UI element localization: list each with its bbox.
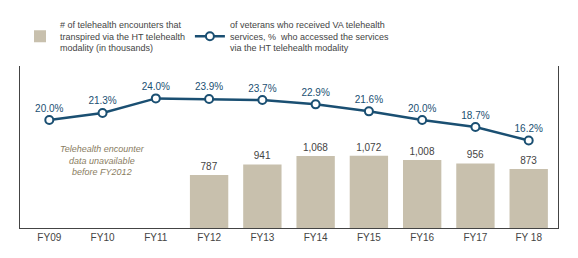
svg-text:956: 956 <box>467 149 484 160</box>
svg-text:FY13: FY13 <box>250 232 274 243</box>
svg-text:873: 873 <box>520 155 537 166</box>
svg-text:23.7%: 23.7% <box>248 83 276 94</box>
svg-text:FY15: FY15 <box>357 232 381 243</box>
svg-text:1,072: 1,072 <box>356 142 381 153</box>
svg-text:FY 18: FY 18 <box>515 232 542 243</box>
svg-text:FY11: FY11 <box>144 232 168 243</box>
svg-text:# of telehealth encounters tha: # of telehealth encounters thattranspire… <box>60 20 185 53</box>
svg-text:Telehealth encounterdata unava: Telehealth encounterdata unavailablebefo… <box>60 144 145 177</box>
svg-text:FY12: FY12 <box>197 232 221 243</box>
svg-text:16.2%: 16.2% <box>515 123 543 134</box>
svg-text:21.6%: 21.6% <box>355 94 383 105</box>
svg-text:941: 941 <box>254 150 271 161</box>
svg-text:1,068: 1,068 <box>303 142 328 153</box>
svg-text:21.3%: 21.3% <box>88 95 116 106</box>
svg-text:of veterans who received VA te: of veterans who received VA telehealthse… <box>230 20 389 53</box>
svg-text:1,008: 1,008 <box>409 146 434 157</box>
svg-text:787: 787 <box>201 161 218 172</box>
svg-text:18.7%: 18.7% <box>461 110 489 121</box>
svg-text:20.0%: 20.0% <box>408 103 436 114</box>
svg-text:22.9%: 22.9% <box>301 87 329 98</box>
svg-text:FY16: FY16 <box>410 232 434 243</box>
svg-text:FY09: FY09 <box>37 232 61 243</box>
svg-text:23.9%: 23.9% <box>195 81 223 92</box>
svg-text:FY10: FY10 <box>91 232 115 243</box>
svg-text:FY14: FY14 <box>304 232 328 243</box>
svg-text:20.0%: 20.0% <box>35 103 63 114</box>
svg-text:FY17: FY17 <box>463 232 487 243</box>
svg-text:24.0%: 24.0% <box>142 81 170 92</box>
